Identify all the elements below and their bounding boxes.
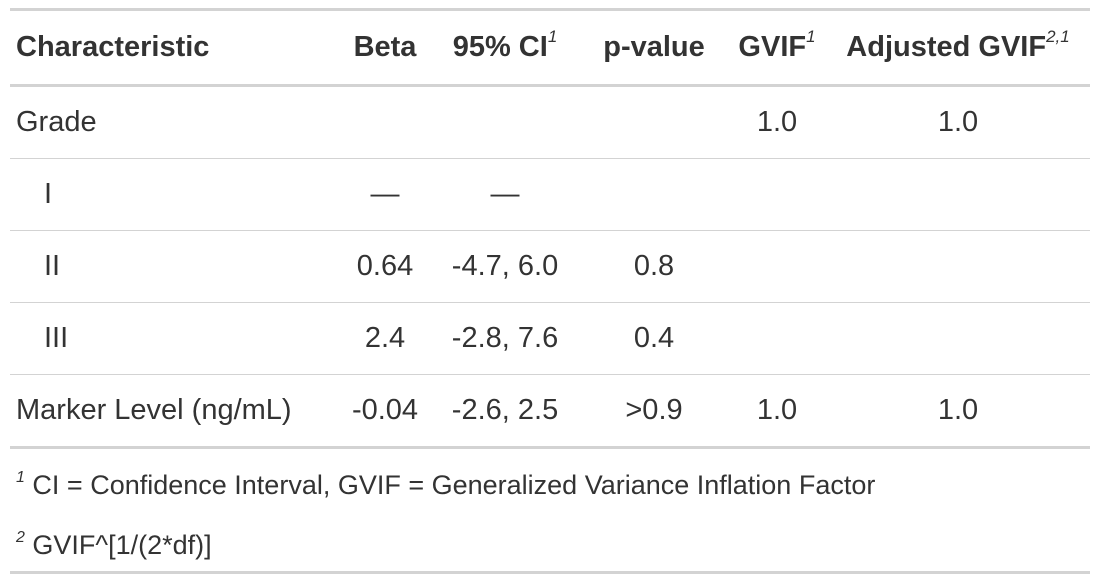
header-characteristic: Characteristic xyxy=(16,31,210,63)
header-gvif: GVIF1 xyxy=(738,27,816,63)
row-label: Marker Level (ng/mL) xyxy=(16,394,292,426)
table-row: I — — xyxy=(10,159,1090,231)
beta-cell: -0.04 xyxy=(351,394,419,426)
header-ci: 95% CI1 xyxy=(452,27,558,63)
pvalue-cell xyxy=(580,86,728,159)
table-footnotes: 1 CI = Confidence Interval, GVIF = Gener… xyxy=(10,448,1090,573)
table-row: Marker Level (ng/mL) -0.04 -2.6, 2.5 >0.… xyxy=(10,375,1090,448)
ci-cell: -2.8, 7.6 xyxy=(451,322,559,354)
footnote-row: 1 CI = Confidence Interval, GVIF = Gener… xyxy=(10,448,1090,520)
row-label: III xyxy=(44,322,69,354)
header-pvalue: p-value xyxy=(603,31,705,63)
row-label: II xyxy=(44,250,61,282)
footnote-mark: 1 xyxy=(547,27,558,46)
ci-cell: -4.7, 6.0 xyxy=(451,250,559,282)
beta-cell: 2.4 xyxy=(364,322,406,354)
adjusted-gvif-cell: 1.0 xyxy=(937,394,979,426)
ci-cell: -2.6, 2.5 xyxy=(451,394,559,426)
table-row: Grade 1.0 1.0 xyxy=(10,86,1090,159)
footnote-text: CI = Confidence Interval, GVIF = General… xyxy=(32,469,876,500)
pvalue-cell: 0.4 xyxy=(633,322,675,354)
gvif-cell: 1.0 xyxy=(756,106,798,138)
gvif-cell xyxy=(728,159,826,231)
pvalue-cell xyxy=(580,159,728,231)
table-header: Characteristic Beta 95% CI1 p-value GVIF… xyxy=(10,9,1090,86)
footnote-mark: 2,1 xyxy=(1046,27,1070,46)
footnote-mark: 1 xyxy=(806,27,816,46)
beta-cell: 0.64 xyxy=(356,250,414,282)
regression-table: Characteristic Beta 95% CI1 p-value GVIF… xyxy=(10,8,1090,574)
header-adjusted-gvif: Adjusted GVIF2,1 xyxy=(846,27,1070,63)
row-label: I xyxy=(44,178,53,210)
adjusted-gvif-cell xyxy=(826,303,1090,375)
footnote-mark: 2 xyxy=(16,528,25,546)
table-row: III 2.4 -2.8, 7.6 0.4 xyxy=(10,303,1090,375)
footnote: 2 GVIF^[1/(2*df)] xyxy=(10,519,1090,573)
footnote: 1 CI = Confidence Interval, GVIF = Gener… xyxy=(10,448,1090,520)
adjusted-gvif-cell xyxy=(826,159,1090,231)
footnote-text: GVIF^[1/(2*df)] xyxy=(32,529,212,560)
gvif-cell xyxy=(728,303,826,375)
gvif-cell xyxy=(728,231,826,303)
adjusted-gvif-cell: 1.0 xyxy=(937,106,979,138)
footnote-mark: 1 xyxy=(16,468,25,486)
beta-cell: — xyxy=(370,178,400,210)
header-row: Characteristic Beta 95% CI1 p-value GVIF… xyxy=(10,9,1090,86)
adjusted-gvif-cell xyxy=(826,231,1090,303)
footnote-row: 2 GVIF^[1/(2*df)] xyxy=(10,519,1090,573)
ci-cell xyxy=(430,86,580,159)
pvalue-cell: 0.8 xyxy=(633,250,675,282)
table-body: Grade 1.0 1.0 I — — II 0.64 -4.7, 6.0 0.… xyxy=(10,86,1090,448)
gvif-cell: 1.0 xyxy=(756,394,798,426)
beta-cell xyxy=(340,86,430,159)
row-label: Grade xyxy=(16,106,97,138)
header-beta: Beta xyxy=(353,31,417,63)
ci-cell: — xyxy=(490,178,520,210)
pvalue-cell: >0.9 xyxy=(625,394,683,426)
table-row: II 0.64 -4.7, 6.0 0.8 xyxy=(10,231,1090,303)
